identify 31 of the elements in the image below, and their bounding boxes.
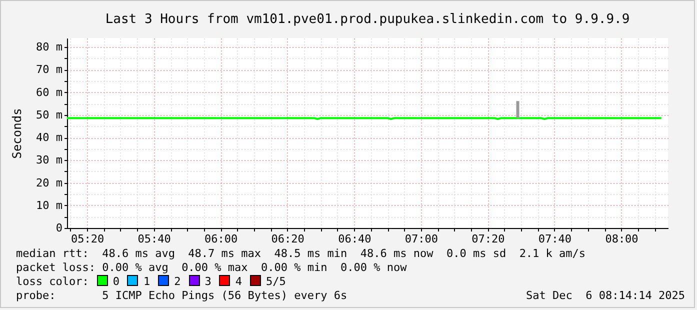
text: probe: 5 ICMP Echo Pings (56 Bytes) every 6s (16, 289, 348, 302)
x-tick-label: 07:00 (404, 232, 438, 246)
x-tick-label: 07:20 (472, 232, 505, 246)
text: 3 (204, 275, 212, 288)
x-tick-label: 08:00 (605, 232, 638, 246)
x-tick-label: 06:20 (271, 232, 304, 246)
y-tick-label: 50 m (36, 108, 63, 122)
x-tick-label: 05:20 (70, 232, 104, 246)
y-tick-label: 20 m (36, 176, 63, 190)
y-axis-title: Seconds (10, 108, 24, 159)
text: 5/5 (266, 275, 286, 288)
y-tick-label: 10 m (36, 198, 63, 212)
text: 2 (174, 275, 181, 288)
text: loss color: (16, 275, 89, 288)
y-tick-label: 30 m (36, 154, 63, 167)
x-tick-label: 06:00 (204, 232, 238, 246)
x-tick-label: 07:40 (538, 232, 572, 246)
text: median rtt: 48.6 ms avg 48.7 ms max 48.5 ms min 48.6 ms now 0.0 ms sd 2.1 k am/s (16, 247, 586, 261)
text: Sat Dec 6 08:14:14 2025 (526, 289, 685, 302)
x-tick-label: 06:40 (338, 232, 372, 246)
x-tick-label: 05:40 (138, 232, 171, 246)
chart-title: Last 3 Hours from vm101.pve01.prod.pupukea.slinkedin.com to 9.9.9.9 (105, 12, 630, 27)
y-tick-label: 60 m (36, 86, 63, 99)
y-tick-label: 0 (56, 222, 62, 234)
text: packet loss: 0.00 % avg 0.00 % max 0.00 % min 0.00 % now (16, 261, 408, 275)
y-tick-label: 70 m (36, 63, 63, 76)
text: 0 (112, 275, 120, 288)
text: 4 (235, 275, 242, 288)
y-tick-label: 40 m (36, 131, 63, 144)
text: 1 (143, 275, 150, 288)
y-tick-label: 80 m (36, 40, 63, 54)
